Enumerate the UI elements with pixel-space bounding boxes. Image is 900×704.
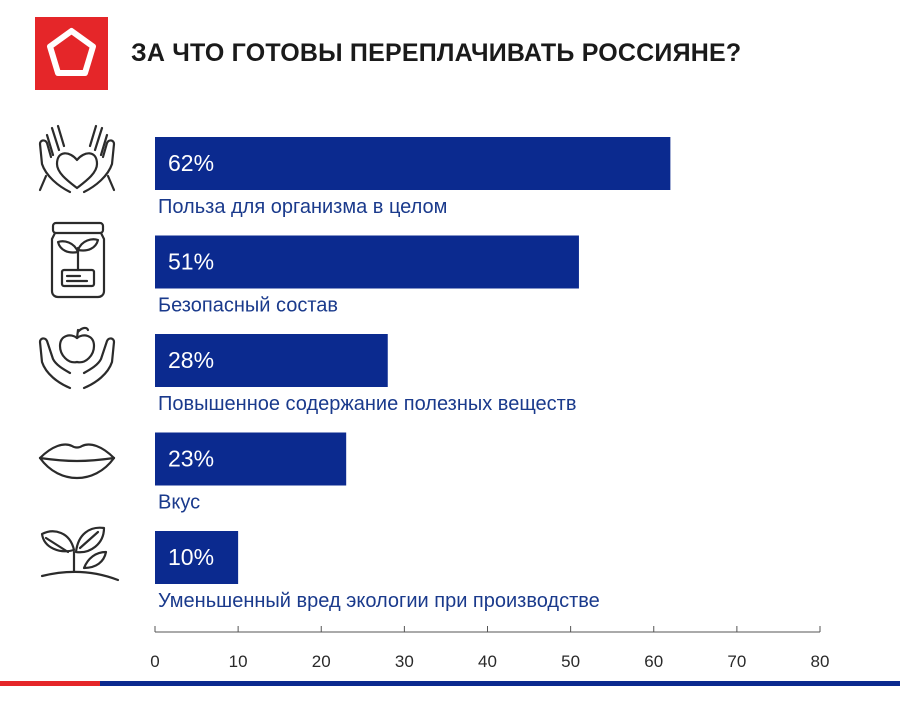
x-tick-label: 20: [312, 652, 331, 671]
x-tick-label: 0: [150, 652, 159, 671]
bar-value-label: 28%: [168, 347, 214, 373]
category-label: Повышенное содержание полезных веществ: [158, 393, 576, 415]
category-label: Уменьшенный вред экологии при производст…: [158, 590, 600, 612]
bars: 62% Польза для организма в целом 51% Безопа…: [155, 137, 671, 612]
bar-value-label: 62%: [168, 150, 214, 176]
bar: [155, 432, 347, 486]
x-tick-label: 80: [811, 652, 830, 671]
pentagon-logo-icon: [35, 17, 108, 90]
category-label: Вкус: [158, 492, 200, 514]
bar: [155, 235, 579, 289]
bar: [155, 531, 239, 584]
x-tick-label: 10: [229, 652, 248, 671]
category-icons: [38, 124, 120, 582]
x-tick-label: 70: [727, 652, 746, 671]
jar-sprout-icon: [50, 221, 106, 299]
page-title: ЗА ЧТО ГОТОВЫ ПЕРЕПЛАЧИВАТЬ РОССИЯНЕ?: [131, 39, 742, 67]
leaves-icon: [40, 526, 120, 582]
x-axis: 0 10 20 30 40 50 60 70 80: [150, 626, 829, 671]
lips-icon: [38, 443, 116, 480]
x-tick-label: 40: [478, 652, 497, 671]
category-label: Польза для организма в целом: [158, 196, 447, 218]
bar-group: 28% Повышенное содержание полезных вещест…: [155, 334, 576, 415]
category-label: Безопасный состав: [158, 295, 338, 317]
x-tick-label: 30: [395, 652, 414, 671]
bar-value-label: 10%: [168, 544, 214, 570]
bar: [155, 334, 388, 387]
hands-heart-icon: [38, 124, 116, 194]
bar: [155, 137, 671, 190]
footer-stripe-blue: [100, 681, 900, 686]
bar-group: 62% Польза для организма в целом: [155, 137, 671, 218]
bar-value-label: 51%: [168, 249, 214, 275]
footer-stripe-red: [0, 681, 100, 686]
bar-value-label: 23%: [168, 446, 214, 472]
bar-group: 51% Безопасный состав: [155, 235, 579, 317]
hands-apple-icon: [38, 326, 116, 390]
bar-group: 10% Уменьшенный вред экологии при произво…: [155, 531, 600, 612]
x-tick-label: 60: [644, 652, 663, 671]
bar-group: 23% Вкус: [155, 432, 347, 514]
x-tick-label: 50: [561, 652, 580, 671]
